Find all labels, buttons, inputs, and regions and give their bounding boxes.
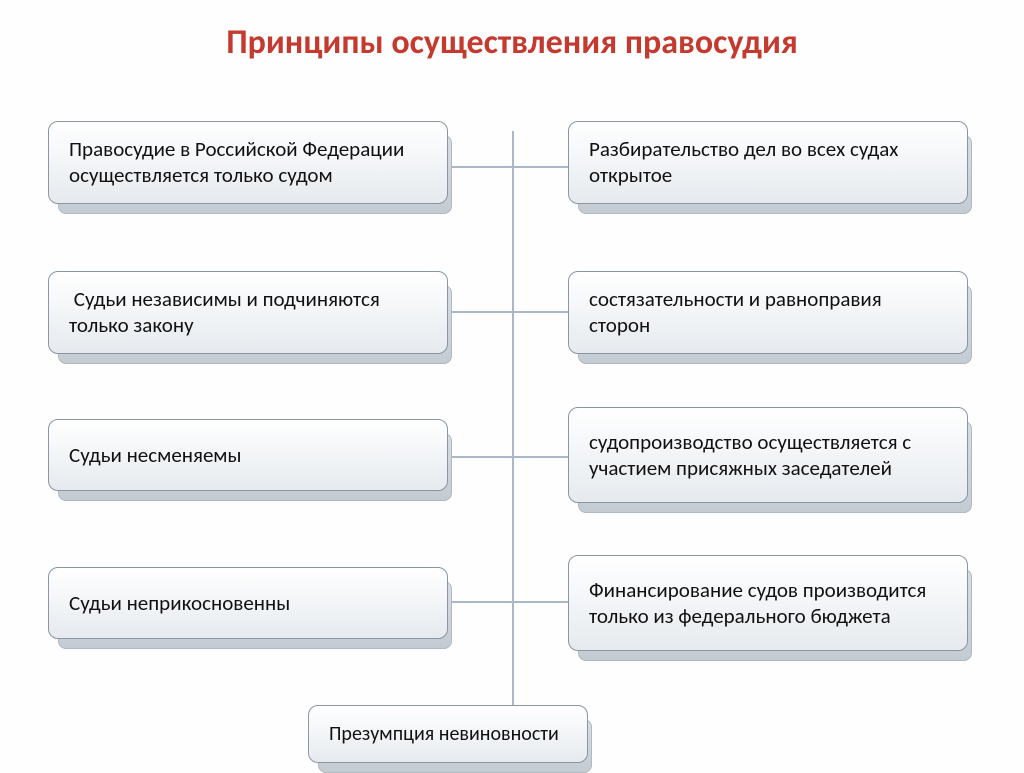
- box-content: состязательности и равноправия сторон: [568, 271, 968, 354]
- right-box-4: Финансирование судов производится только…: [568, 555, 968, 651]
- left-box-3: Судьи несменяемы: [48, 419, 448, 491]
- right-box-1: Разбирательство дел во всех судах открыт…: [568, 121, 968, 204]
- connector-h-3: [448, 456, 576, 458]
- connector-h-1: [448, 166, 576, 168]
- bottom-box: Презумпция невиновности: [308, 705, 588, 763]
- diagram-area: Правосудие в Российской Федерации осущес…: [0, 71, 1024, 771]
- box-content: Правосудие в Российской Федерации осущес…: [48, 121, 448, 204]
- left-box-1: Правосудие в Российской Федерации осущес…: [48, 121, 448, 204]
- box-content: судопроизводство осуществляется с участи…: [568, 407, 968, 503]
- box-content: Судьи неприкосновенны: [48, 567, 448, 639]
- box-content: Финансирование судов производится только…: [568, 555, 968, 651]
- left-box-4: Судьи неприкосновенны: [48, 567, 448, 639]
- box-content: Судьи независимы и подчиняются только за…: [48, 271, 448, 354]
- right-box-2: состязательности и равноправия сторон: [568, 271, 968, 354]
- diagram-title: Принципы осуществления правосудия: [0, 0, 1024, 71]
- connector-vertical: [512, 131, 514, 771]
- connector-h-2: [448, 311, 576, 313]
- connector-h-4: [448, 601, 576, 603]
- right-box-3: судопроизводство осуществляется с участи…: [568, 407, 968, 503]
- box-content: Разбирательство дел во всех судах открыт…: [568, 121, 968, 204]
- box-content: Презумпция невиновности: [308, 705, 588, 763]
- box-content: Судьи несменяемы: [48, 419, 448, 491]
- left-box-2: Судьи независимы и подчиняются только за…: [48, 271, 448, 354]
